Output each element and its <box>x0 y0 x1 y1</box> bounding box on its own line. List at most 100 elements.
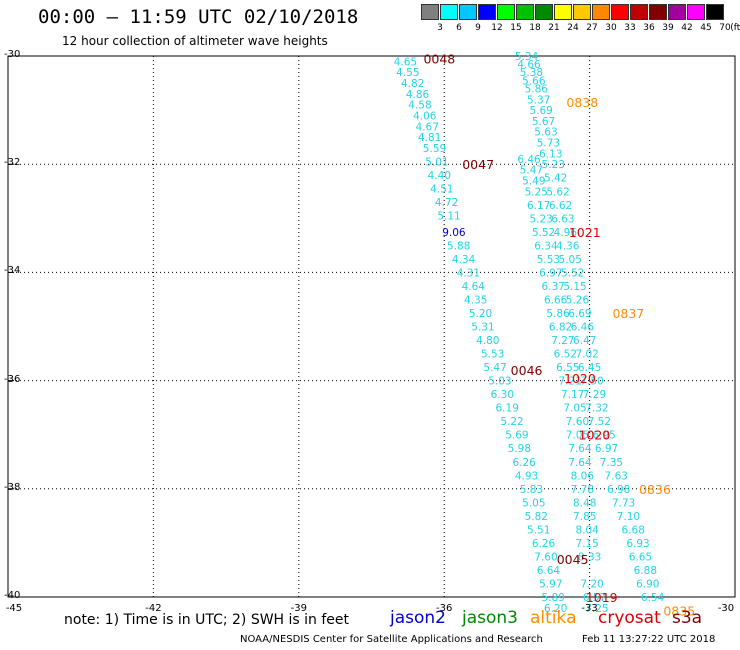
pass-time-label: 0837 <box>612 306 644 321</box>
wave-height-value: 7.85 <box>573 511 596 523</box>
legend-label: 3 <box>437 23 443 33</box>
wave-height-value: 6.97 <box>595 443 618 455</box>
satellite-legend-item: cryosat <box>598 608 661 628</box>
wave-height-value: 7.05 <box>563 403 586 415</box>
wave-height-value: 4.66 <box>517 59 541 71</box>
wave-height-value: 6.45 <box>578 362 601 374</box>
footnote: note: 1) Time is in UTC; 2) SWH is in fe… <box>64 612 350 628</box>
legend-label: 6 <box>456 23 462 33</box>
y-axis-label: -40 <box>4 590 21 601</box>
wave-height-value: 5.62 <box>546 186 569 198</box>
wave-height-value: 4.06 <box>413 111 437 123</box>
wave-height-value: 7.05 <box>566 430 589 442</box>
wave-height-value: 4.58 <box>408 100 431 112</box>
wave-height-value: 6.34 <box>534 240 558 252</box>
wave-height-value: 5.23 <box>542 159 565 171</box>
pass-time-label: 1020 <box>564 371 596 386</box>
wave-height-value: 5.05 <box>559 254 582 266</box>
legend-swatch <box>459 4 477 20</box>
wave-height-value: 4.82 <box>401 78 424 90</box>
wave-height-value: 7.63 <box>605 470 628 482</box>
wave-height-value: 7.21 <box>559 376 582 388</box>
pass-time-label: 1020 <box>579 428 611 443</box>
wave-height-value: 7.17 <box>561 389 584 401</box>
legend-label: 36 <box>643 23 655 33</box>
wave-height-value: 5.86 <box>525 83 549 95</box>
y-axis-label: -30 <box>4 49 21 60</box>
y-axis-label: -36 <box>4 373 21 385</box>
wave-height-value: 5.26 <box>566 294 590 306</box>
y-axis-label: -38 <box>4 481 21 493</box>
wave-height-value: 6.98 <box>607 484 630 496</box>
x-axis-label: -33 <box>581 603 598 614</box>
wave-height-value: 8.48 <box>573 497 596 509</box>
pass-time-label: 0048 <box>423 52 455 67</box>
wave-height-value: 6.26 <box>512 457 536 469</box>
wave-height-value: 5.69 <box>505 430 528 442</box>
wave-height-value: 6.46 <box>517 154 541 166</box>
wave-height-value: 5.88 <box>447 240 470 252</box>
wave-height-value: 9.06 <box>442 227 466 239</box>
wave-height-value: 6.90 <box>636 578 659 590</box>
wave-height-value: 5.01 <box>425 156 448 168</box>
wave-height-value: 5.49 <box>522 175 545 187</box>
wave-height-value: 8.06 <box>571 470 595 482</box>
wave-height-value: 4.93 <box>515 470 538 482</box>
wave-height-value: 6.57 <box>583 592 606 604</box>
wave-height-value: 6.68 <box>622 524 645 536</box>
wave-height-value: 6.20 <box>544 603 567 615</box>
wave-height-value: 4.51 <box>430 184 453 196</box>
map-subtitle: 12 hour collection of altimeter wave hei… <box>62 34 328 48</box>
wave-height-value: 6.65 <box>629 551 652 563</box>
wave-height-value: 5.31 <box>471 322 494 334</box>
legend-swatch <box>573 4 591 20</box>
wave-height-value: 5.20 <box>469 308 492 320</box>
legend-swatch <box>706 4 724 20</box>
legend-swatch <box>630 4 648 20</box>
pass-time-label: 0047 <box>462 157 494 172</box>
wave-height-value: 6.46 <box>571 322 595 334</box>
wave-height-value: 5.05 <box>522 497 545 509</box>
satellite-legend-item: jason2 <box>390 608 446 628</box>
wave-height-value: 6.52 <box>554 349 577 361</box>
satellite-legend-item: s3a <box>672 608 703 628</box>
wave-height-value: 6.19 <box>496 403 519 415</box>
x-axis-label: -39 <box>290 603 307 614</box>
wave-height-value: 5.22 <box>500 416 523 428</box>
legend-swatch <box>478 4 496 20</box>
wave-height-value: 5.51 <box>527 524 550 536</box>
wave-height-value: 5.11 <box>437 211 460 223</box>
map-title: 00:00 – 11:59 UTC 02/10/2018 <box>38 6 359 28</box>
satellite-legend-item: jason3 <box>462 608 518 628</box>
wave-height-value: 7.60 <box>534 551 557 563</box>
wave-height-value: 5.69 <box>529 105 552 117</box>
wave-height-value: 5.98 <box>508 443 531 455</box>
wave-height-value: 5.86 <box>546 308 570 320</box>
pass-time-label: 0045 <box>557 552 589 567</box>
wave-height-value: 6.93 <box>626 538 649 550</box>
legend-swatch <box>649 4 667 20</box>
wave-height-value: 4.67 <box>416 121 439 133</box>
legend-swatch <box>687 4 705 20</box>
wave-height-value: 7.50 <box>580 376 603 388</box>
wave-height-value: 6.95 <box>592 430 615 442</box>
wave-height-value: 5.47 <box>520 165 543 177</box>
wave-height-value: 5.52 <box>532 227 555 239</box>
wave-height-value: 5.38 <box>520 67 543 79</box>
wave-height-value: 5.67 <box>532 116 555 128</box>
wave-height-value: 5.03 <box>488 376 511 388</box>
wave-height-value: 7.35 <box>600 457 623 469</box>
wave-height-value: 4.64 <box>462 281 486 293</box>
wave-height-value: 6.66 <box>544 294 568 306</box>
wave-height-value: 6.88 <box>634 565 657 577</box>
pass-time-label: 0835 <box>663 604 695 619</box>
pass-time-label: 1019 <box>586 590 618 605</box>
wave-height-value: 7.15 <box>575 538 598 550</box>
pass-time-label: 0836 <box>639 482 671 497</box>
pass-time-label: 0838 <box>566 95 598 110</box>
legend-label: 15 <box>510 23 522 33</box>
wave-height-value: 5.23 <box>529 213 552 225</box>
pass-time-label: 1021 <box>569 225 601 240</box>
legend-swatch <box>592 4 610 20</box>
legend-label: 27 <box>586 23 598 33</box>
